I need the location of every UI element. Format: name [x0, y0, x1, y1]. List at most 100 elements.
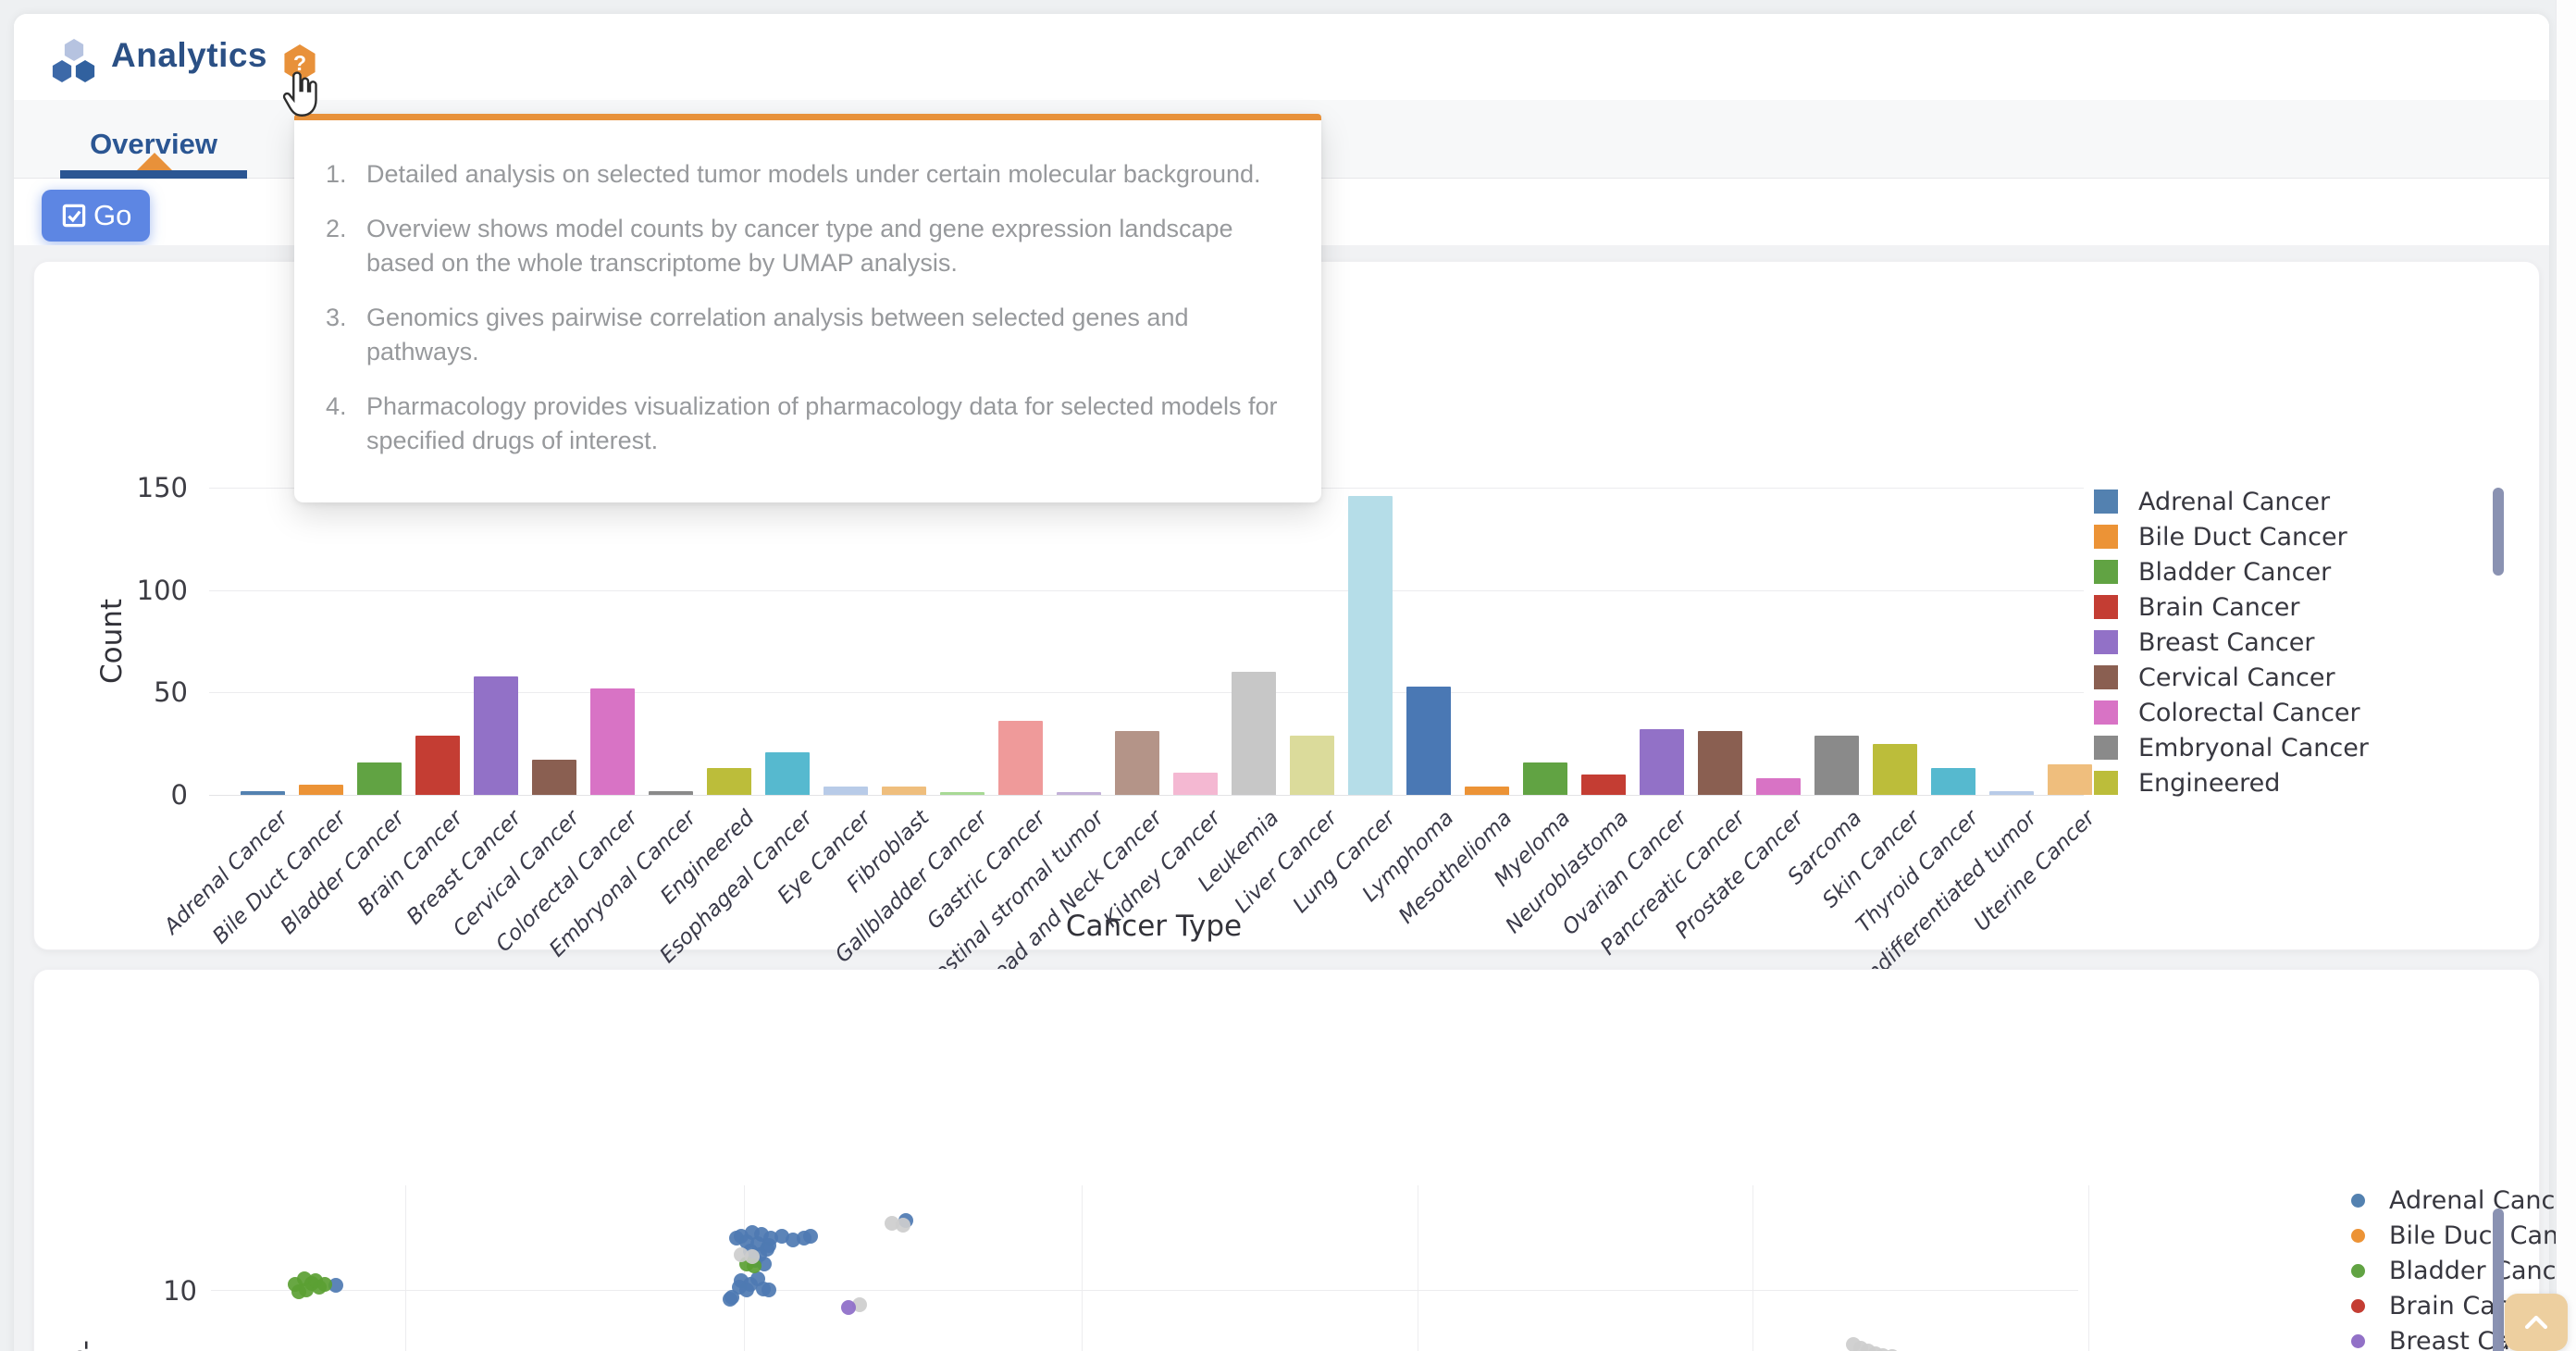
scatter-point-gray-points[interactable] — [896, 1218, 910, 1233]
scatter-point-gray-points[interactable] — [852, 1297, 867, 1312]
legend-label: Esophageal Cancer — [2138, 804, 2379, 805]
chevron-up-icon — [2524, 1315, 2548, 1330]
scatter-point-gray-points[interactable] — [1853, 1341, 1868, 1351]
legend-item-bile-duct-cancer[interactable]: Bile Duct Cancer — [2351, 1218, 2576, 1253]
scatter-point-green-cluster[interactable] — [291, 1284, 306, 1299]
bar-head-and-neck-cancer[interactable] — [1115, 731, 1159, 795]
bar-gallbladder-cancer[interactable] — [940, 792, 985, 795]
bar-undifferentiated-tumor[interactable] — [1989, 790, 2034, 795]
bar-lymphoma[interactable] — [1406, 686, 1451, 795]
bar-myeloma[interactable] — [1523, 762, 1567, 795]
bar-liver-cancer[interactable] — [1290, 735, 1334, 795]
y-tick-label: 50 — [154, 676, 188, 709]
scatter-point-gray-points[interactable] — [734, 1247, 749, 1262]
bar-brain-cancer[interactable] — [415, 735, 460, 795]
scatter-y-axis-title: UMAP-2 — [68, 1335, 135, 1351]
bar-chart-plot-area: Adrenal Cancer Bile Duct Cancer Bladder Ca… — [160, 488, 2115, 1055]
y-tick-label: 0 — [170, 779, 188, 811]
legend-label: Breast Cancer — [2138, 627, 2315, 657]
bar-eye-cancer[interactable] — [824, 787, 868, 795]
y-tick-label: 150 — [136, 472, 188, 503]
help-item-text: Genomics gives pairwise correlation anal… — [366, 304, 1189, 366]
scroll-to-top-button[interactable] — [2505, 1294, 2568, 1351]
bar-cervical-cancer[interactable] — [532, 760, 576, 795]
legend-item-engineered[interactable]: Engineered — [2094, 765, 2492, 800]
help-item-text: Overview shows model counts by cancer ty… — [366, 215, 1233, 277]
bar-bladder-cancer[interactable] — [357, 762, 402, 795]
legend-label: Bile Duct Cancer — [2389, 1221, 2576, 1250]
legend-item-bile-duct-cancer[interactable]: Bile Duct Cancer — [2094, 519, 2492, 554]
legend-label: Adrenal Cancer — [2389, 1185, 2576, 1215]
bar-ovarian-cancer[interactable] — [1640, 729, 1684, 795]
bar-chart-legend: Adrenal Cancer Bile Duct Cancer Bladder Ca… — [2094, 484, 2492, 804]
legend-item-esophageal-cancer[interactable]: Esophageal Cancer — [2094, 800, 2492, 805]
bar-skin-cancer[interactable] — [1873, 743, 1917, 795]
page-title: Analytics — [111, 36, 268, 74]
scatter-chart-card: 10 UMAP-2 Adrenal Cancer Bile Duct Cancer… — [33, 969, 2576, 1351]
app-header: Analytics ? — [14, 14, 2549, 117]
legend-item-breast-cancer[interactable]: Breast Cancer — [2094, 625, 2492, 660]
legend-item-brain-cancer[interactable]: Brain Cancer — [2094, 589, 2492, 625]
scatter-y-tick-10: 10 — [163, 1275, 197, 1307]
bar-neuroblastoma[interactable] — [1581, 774, 1626, 795]
scatter-point-blue-cluster[interactable] — [803, 1229, 818, 1244]
scatter-point-blue-cluster[interactable] — [723, 1292, 737, 1307]
bar-breast-cancer[interactable] — [474, 676, 518, 795]
legend-item-bladder-cancer[interactable]: Bladder Cancer — [2351, 1253, 2576, 1288]
checkbox-check-icon — [62, 204, 86, 228]
bar-colorectal-cancer[interactable] — [590, 688, 635, 795]
legend-label: Adrenal Cancer — [2138, 487, 2331, 516]
gridline — [209, 795, 2084, 796]
bar-thyroid-cancer[interactable] — [1931, 768, 1975, 795]
bar-gastric-cancer[interactable] — [998, 721, 1043, 795]
legend-item-adrenal-cancer[interactable]: Adrenal Cancer — [2094, 484, 2492, 519]
bar-adrenal-cancer[interactable] — [241, 790, 285, 795]
scatter-point-gray-points[interactable] — [1861, 1344, 1876, 1351]
bar-embryonal-cancer[interactable] — [649, 790, 693, 795]
bar-esophageal-cancer[interactable] — [765, 751, 810, 795]
scatter-point-gray-points[interactable] — [745, 1249, 760, 1264]
bar-fibroblast[interactable] — [882, 787, 926, 795]
y-tick-label: 100 — [136, 574, 188, 606]
legend-swatch — [2094, 665, 2118, 689]
legend-item-cervical-cancer[interactable]: Cervical Cancer — [2094, 660, 2492, 695]
bar-prostate-cancer[interactable] — [1756, 778, 1801, 795]
bar-sarcoma[interactable] — [1814, 735, 1859, 795]
help-popover-item: 2. Overview shows model counts by cancer … — [326, 212, 1284, 280]
bar-bile-duct-cancer[interactable] — [299, 784, 343, 795]
scatter-point-green-cluster[interactable] — [317, 1277, 332, 1292]
go-button[interactable]: Go — [42, 190, 151, 242]
legend-item-embryonal-cancer[interactable]: Embryonal Cancer — [2094, 730, 2492, 765]
legend-swatch — [2094, 771, 2118, 795]
legend-dot — [2351, 1228, 2365, 1243]
bar-pancreatic-cancer[interactable] — [1698, 731, 1742, 795]
scatter-point-blue-cluster[interactable] — [328, 1278, 343, 1293]
scatter-point-gray-points[interactable] — [1876, 1348, 1890, 1351]
x-tick-label: Liver Cancer — [1230, 806, 1343, 918]
bar-uterine-cancer[interactable] — [2048, 763, 2092, 795]
bar-lung-cancer[interactable] — [1348, 495, 1393, 795]
bar-mesothelioma[interactable] — [1465, 787, 1509, 795]
legend-item-colorectal-cancer[interactable]: Colorectal Cancer — [2094, 695, 2492, 730]
gridline — [1752, 1185, 1753, 1351]
scatter-point-purple-point[interactable] — [841, 1300, 856, 1315]
scatter-legend-scrollbar[interactable] — [2493, 1208, 2504, 1351]
scatter-point-gray-points[interactable] — [1868, 1346, 1883, 1351]
scatter-point-gray-points[interactable] — [1885, 1349, 1900, 1351]
page-scrollbar-track[interactable] — [2556, 0, 2576, 1351]
bar-leukemia[interactable] — [1232, 672, 1276, 795]
tab-overview[interactable]: Overview — [60, 100, 247, 179]
legend-label: Embryonal Cancer — [2138, 733, 2369, 762]
bar-legend-scrollbar[interactable] — [2493, 488, 2504, 576]
scatter-point-blue-cluster[interactable] — [762, 1283, 776, 1297]
bar-engineered[interactable] — [707, 768, 751, 795]
bar-gastrointestinal-stromal-tumor[interactable] — [1057, 792, 1101, 795]
gridline — [405, 1185, 406, 1351]
help-item-number: 2. — [326, 215, 347, 242]
bar-kidney-cancer[interactable] — [1173, 772, 1218, 795]
gridline — [2088, 1185, 2089, 1351]
legend-item-adrenal-cancer[interactable]: Adrenal Cancer — [2351, 1183, 2576, 1218]
legend-item-bladder-cancer[interactable]: Bladder Cancer — [2094, 554, 2492, 589]
scatter-point-blue-cluster[interactable] — [760, 1242, 774, 1257]
